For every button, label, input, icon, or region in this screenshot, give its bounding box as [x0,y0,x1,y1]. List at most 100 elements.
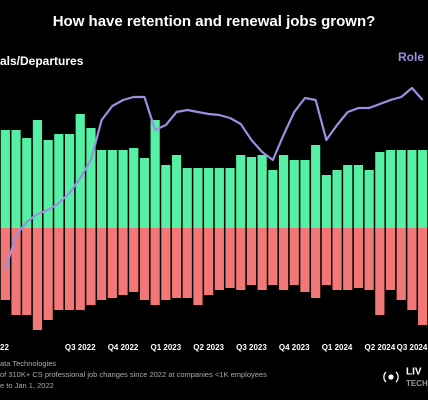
x-tick-label: Q1 2023 [150,343,181,352]
bar [214,168,224,228]
bar [300,160,310,228]
bar [278,228,289,290]
bar [278,155,289,228]
bar [193,168,203,228]
bar [139,158,150,228]
bar [289,228,299,285]
x-tick-label: Q4 2022 [108,343,139,352]
chart-title: How have retention and renewal jobs grow… [53,13,376,30]
bar [97,150,107,228]
bar [150,228,160,305]
line [4,86,424,271]
x-tick-label: Q1 2024 [322,343,353,352]
bar [236,155,246,228]
bar [161,228,171,300]
x-tick-label: Q3 2023 [236,343,267,352]
bar [118,228,128,295]
bar [332,170,342,228]
x-tick-label: 22 [0,343,9,352]
bar [107,150,117,228]
x-tick-label: Q2 2024 [364,343,395,352]
bar [204,228,214,295]
bar [407,228,417,310]
bar [193,228,203,305]
bar [375,152,385,228]
bar [257,155,267,228]
bar [182,168,192,228]
bar [268,228,278,285]
bar [418,228,428,325]
bar [311,145,321,228]
bar [32,120,43,228]
bar [353,228,364,288]
logo-text: LIV [406,367,422,378]
bar [321,175,331,228]
bar [364,228,374,290]
x-tick-label: Q2 2023 [193,343,224,352]
bar [97,228,107,300]
bar [214,228,224,290]
x-tick-label: Q3 2024 [397,343,428,352]
bar [86,128,96,228]
bar [375,228,385,315]
bar [343,165,353,228]
bar [418,150,428,228]
bar [75,228,85,310]
bar [54,228,64,310]
bar [32,228,43,330]
bar [150,120,160,228]
bar [171,155,182,228]
bar [161,165,171,228]
bar [246,228,257,285]
bar [86,228,96,305]
bar [225,228,235,288]
left-label: als/Departures [0,54,84,68]
x-tick-label: Q3 2022 [65,343,96,352]
bar [22,228,32,315]
bar [246,157,257,228]
bar [311,228,321,298]
bar [129,228,139,292]
bar [118,150,128,228]
bar [129,148,139,228]
footer-line: ata Technologies [0,359,56,368]
bar [257,228,267,290]
x-tick-label: Q4 2023 [279,343,310,352]
bar [268,170,278,228]
right-label: Role [398,50,424,64]
bar [0,228,10,300]
bar [11,228,21,315]
footer-line: of 310K+ CS professional job changes sin… [0,370,267,379]
bar [236,228,246,290]
bar [332,228,342,290]
bar [385,228,396,290]
bar [182,228,192,298]
logo-icon [383,371,399,383]
bar [407,150,417,228]
bar [396,228,406,300]
bar [22,138,32,228]
bar [396,150,406,228]
bar [11,130,21,228]
bar [0,130,10,228]
logo-text: TECH [406,379,428,388]
bar [43,140,53,228]
bar [139,228,150,300]
bar [321,228,331,285]
bar [300,228,310,292]
bar [107,228,117,298]
bar [171,228,182,298]
bar [43,228,53,320]
footer-line: e to Jan 1, 2022 [0,381,54,390]
bar [364,170,374,228]
bar [289,160,299,228]
bar [75,114,85,228]
bar [343,228,353,290]
bar [54,134,64,228]
bar [225,168,235,228]
bar [353,165,364,228]
bar [64,134,75,228]
bar [385,150,396,228]
bar [204,168,214,228]
